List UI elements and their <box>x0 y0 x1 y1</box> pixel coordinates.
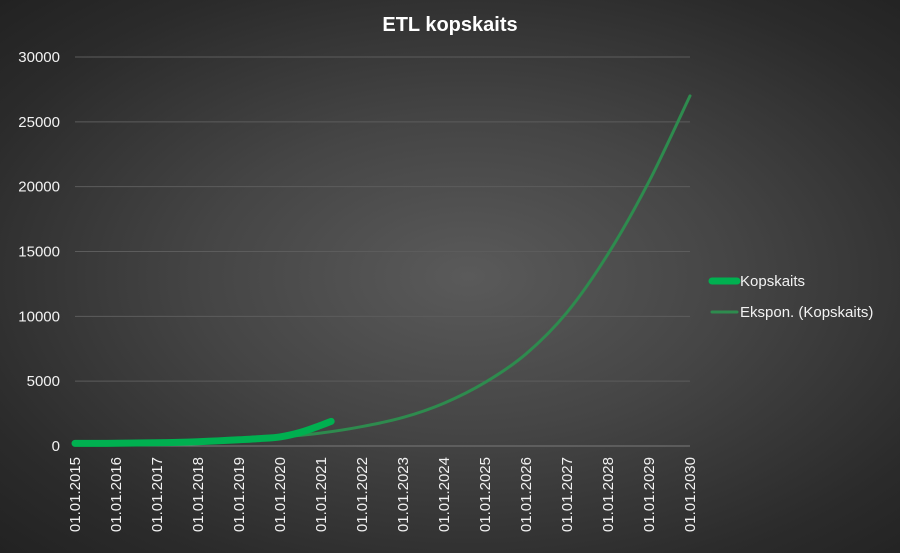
x-tick-label: 01.01.2021 <box>313 457 330 532</box>
y-tick-label: 30000 <box>18 49 60 66</box>
x-tick-label: 01.01.2026 <box>518 457 535 532</box>
x-tick-label: 01.01.2019 <box>231 457 248 532</box>
x-tick-label: 01.01.2024 <box>436 457 453 532</box>
x-tick-label: 01.01.2022 <box>354 457 371 532</box>
x-tick-label: 01.01.2015 <box>67 457 84 532</box>
x-tick-label: 01.01.2016 <box>108 457 125 532</box>
x-tick-label: 01.01.2027 <box>559 457 576 532</box>
x-tick-label: 01.01.2023 <box>395 457 412 532</box>
x-tick-label: 01.01.2029 <box>641 457 658 532</box>
x-tick-label: 01.01.2020 <box>272 457 289 532</box>
x-tick-label: 01.01.2025 <box>477 457 494 532</box>
series-line-kopskaits <box>71 417 335 447</box>
y-tick-label: 15000 <box>18 244 60 261</box>
x-tick-label: 01.01.2018 <box>190 457 207 532</box>
y-tick-label: 20000 <box>18 179 60 196</box>
x-tick-label: 01.01.2030 <box>682 457 699 532</box>
legend-label: Kopskaits <box>740 273 805 290</box>
x-tick-label: 01.01.2017 <box>149 457 166 532</box>
chart-title: ETL kopskaits <box>382 14 518 36</box>
legend-label: Ekspon. (Kopskaits) <box>740 304 873 321</box>
y-tick-label: 10000 <box>18 308 60 325</box>
y-tick-label: 0 <box>52 438 60 455</box>
y-tick-label: 5000 <box>27 373 60 390</box>
x-tick-label: 01.01.2028 <box>600 457 617 532</box>
y-tick-label: 25000 <box>18 114 60 131</box>
series-line-trend <box>73 94 692 447</box>
